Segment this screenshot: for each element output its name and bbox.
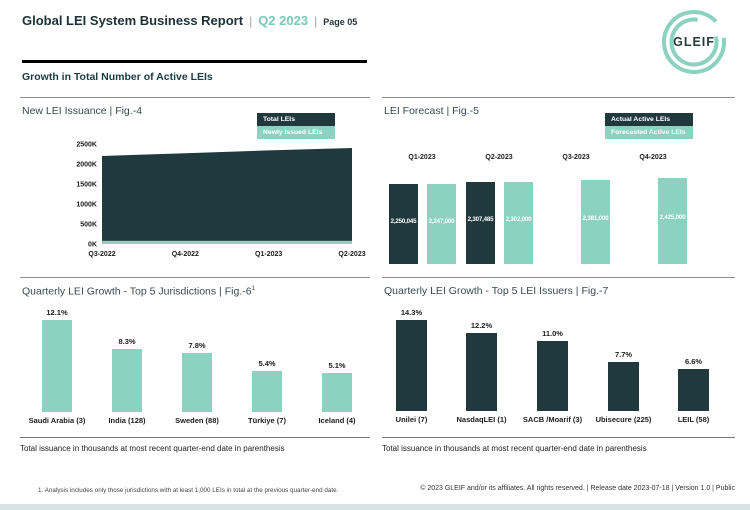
- bar-value-label: 11.0%: [542, 329, 563, 338]
- bar-category-label: India (128): [108, 416, 146, 425]
- legend-fig5: Actual Active LEIs Forecasted Active LEI…: [605, 113, 693, 139]
- chart-title-fig6: Quarterly LEI Growth - Top 5 Jurisdictio…: [22, 285, 255, 298]
- legend-item-total-leis: Total LEIs: [257, 113, 335, 126]
- category-bar: [322, 373, 352, 412]
- logo-outer-ring: [662, 10, 726, 74]
- category-bar: [42, 320, 72, 412]
- category-bar: [182, 353, 212, 412]
- bar-value-label: 6.6%: [684, 357, 703, 366]
- panel-top5-jurisdictions: Quarterly LEI Growth - Top 5 Jurisdictio…: [20, 277, 370, 438]
- forecast-bar-value: 2,247,000: [428, 217, 455, 225]
- category-bar: [537, 341, 568, 411]
- footnote: 1. Analysis includes only those jurisdic…: [38, 487, 339, 494]
- report-title: Global LEI System Business Report: [22, 13, 244, 28]
- legend-item-actual-active-leis: Actual Active LEIs: [605, 113, 693, 126]
- bar-value-label: 5.4%: [258, 359, 276, 368]
- legend-item-forecasted-active-leis: Forecasted Active LEIs: [605, 126, 693, 139]
- logo-text: GLEIF: [673, 35, 715, 49]
- category-bar: [396, 320, 427, 411]
- legend-item-newly-issued-leis: Newly Issued LEIs: [257, 126, 335, 139]
- bottom-accent-strip: [0, 504, 750, 510]
- note-issuers: Total issuance in thousands at most rece…: [382, 437, 735, 453]
- header-separator: |: [314, 14, 318, 28]
- category-bar: [678, 369, 709, 411]
- x-tick-label: Q4-2022: [172, 251, 199, 258]
- chart-title-fig7: Quarterly LEI Growth - Top 5 LEI Issuers…: [384, 285, 609, 297]
- copyright-line: © 2023 GLEIF and/or its affiliates. All …: [420, 485, 735, 492]
- bar-chart-fig6: 12.1% Saudi Arabia (3) 8.3% India (128) 7.8%…: [20, 278, 370, 438]
- y-tick-label: 2500K: [76, 142, 97, 149]
- bar-category-label: SACB /Moarif (3): [522, 415, 583, 424]
- bar-category-label: Ubisecure (225): [595, 415, 652, 424]
- area-chart-fig4: 0K 500K 1000K 1500K 2000K 2500K Q3-2022 Q4-2022…: [20, 98, 370, 276]
- y-tick-label: 0K: [88, 242, 97, 249]
- chart-title-fig6-text: Quarterly LEI Growth - Top 5 Jurisdictio…: [22, 285, 252, 298]
- report-header: Global LEI System Business Report | Q2 2…: [22, 13, 357, 28]
- forecast-bar-value: 2,381,000: [582, 215, 609, 223]
- y-tick-label: 500K: [80, 222, 97, 229]
- forecast-group-label: Q2-2023: [485, 154, 513, 161]
- legend-fig4: Total LEIs Newly Issued LEIs: [257, 113, 335, 139]
- bar-category-label: Iceland (4): [318, 416, 356, 425]
- bar-value-label: 12.1%: [46, 308, 68, 317]
- bar-chart-fig5: Q1-2023 2,250,045 2,247,000 Q2-2023 2,307,48…: [382, 98, 735, 276]
- newly-issued-leis-strip: [102, 240, 352, 244]
- x-tick-label: Q1-2023: [255, 251, 282, 258]
- bar-chart-fig7: 14.3% Unilei (7) 12.2% NasdaqLEI (1) 11.0% SA…: [382, 278, 735, 438]
- forecast-bar-value: 2,307,485: [467, 216, 494, 224]
- forecast-bar: 2,302,000: [504, 182, 533, 264]
- bar-value-label: 14.3%: [400, 308, 423, 317]
- category-bar: [466, 333, 497, 411]
- bar-category-label: Sweden (88): [175, 416, 219, 425]
- y-tick-label: 1000K: [76, 202, 97, 209]
- bar-category-label: Türkiye (7): [248, 416, 286, 425]
- forecast-bar: 2,250,045: [389, 184, 418, 264]
- gleif-logo: GLEIF: [662, 10, 726, 74]
- panel-top5-lei-issuers: Quarterly LEI Growth - Top 5 LEI Issuers…: [382, 277, 735, 438]
- note-jurisdictions: Total issuance in thousands at most rece…: [20, 437, 370, 453]
- forecast-group-label: Q1-2023: [408, 154, 436, 161]
- forecast-group-label: Q3-2023: [562, 154, 590, 161]
- bar-value-label: 5.1%: [328, 361, 346, 370]
- chart-title-fig6-footnote-marker: 1: [251, 285, 256, 292]
- forecast-bar: 2,381,000: [581, 180, 610, 264]
- logo-inner-ring: [669, 17, 719, 67]
- title-divider: [22, 60, 367, 63]
- bar-value-label: 7.8%: [188, 341, 206, 350]
- category-bar: [608, 362, 639, 411]
- bar-category-label: Saudi Arabia (3): [28, 416, 86, 425]
- forecast-bar-value: 2,250,045: [390, 217, 417, 225]
- total-leis-area: [102, 148, 352, 244]
- section-title: Growth in Total Number of Active LEIs: [22, 71, 213, 83]
- bar-value-label: 7.7%: [614, 350, 633, 359]
- y-tick-label: 1500K: [76, 182, 97, 189]
- forecast-bar-value: 2,302,000: [505, 216, 532, 224]
- y-tick-label: 2000K: [76, 162, 97, 169]
- area-chart-svg: 0K 500K 1000K 1500K 2000K 2500K Q3-2022 Q4-2022…: [76, 142, 365, 259]
- forecast-bar: 2,247,000: [427, 184, 456, 264]
- report-period: Q2 2023: [258, 13, 309, 28]
- chart-title-fig4: New LEI Issuance | Fig.-4: [22, 105, 143, 117]
- bar-category-label: NasdaqLEI (1): [456, 415, 507, 424]
- category-bar: [252, 371, 282, 412]
- forecast-bar: 2,307,485: [466, 182, 495, 264]
- x-tick-label: Q2-2023: [338, 251, 365, 258]
- forecast-group-label: Q4-2023: [639, 154, 667, 161]
- forecast-bar-value: 2,425,000: [659, 214, 686, 222]
- bar-value-label: 12.2%: [470, 321, 493, 330]
- bar-category-label: LEIL (58): [677, 415, 710, 424]
- page-number: Page 05: [323, 17, 358, 27]
- category-bar: [112, 349, 142, 412]
- chart-title-fig5: LEI Forecast | Fig.-5: [384, 105, 479, 117]
- panel-lei-forecast: LEI Forecast | Fig.-5 Actual Active LEIs…: [382, 97, 735, 276]
- panel-new-lei-issuance: New LEI Issuance | Fig.-4 Total LEIs New…: [20, 97, 370, 276]
- forecast-bar: 2,425,000: [658, 178, 687, 264]
- bar-value-label: 8.3%: [118, 337, 136, 346]
- bar-category-label: Unilei (7): [395, 415, 428, 424]
- header-separator: |: [249, 14, 253, 28]
- x-tick-label: Q3-2022: [88, 251, 115, 258]
